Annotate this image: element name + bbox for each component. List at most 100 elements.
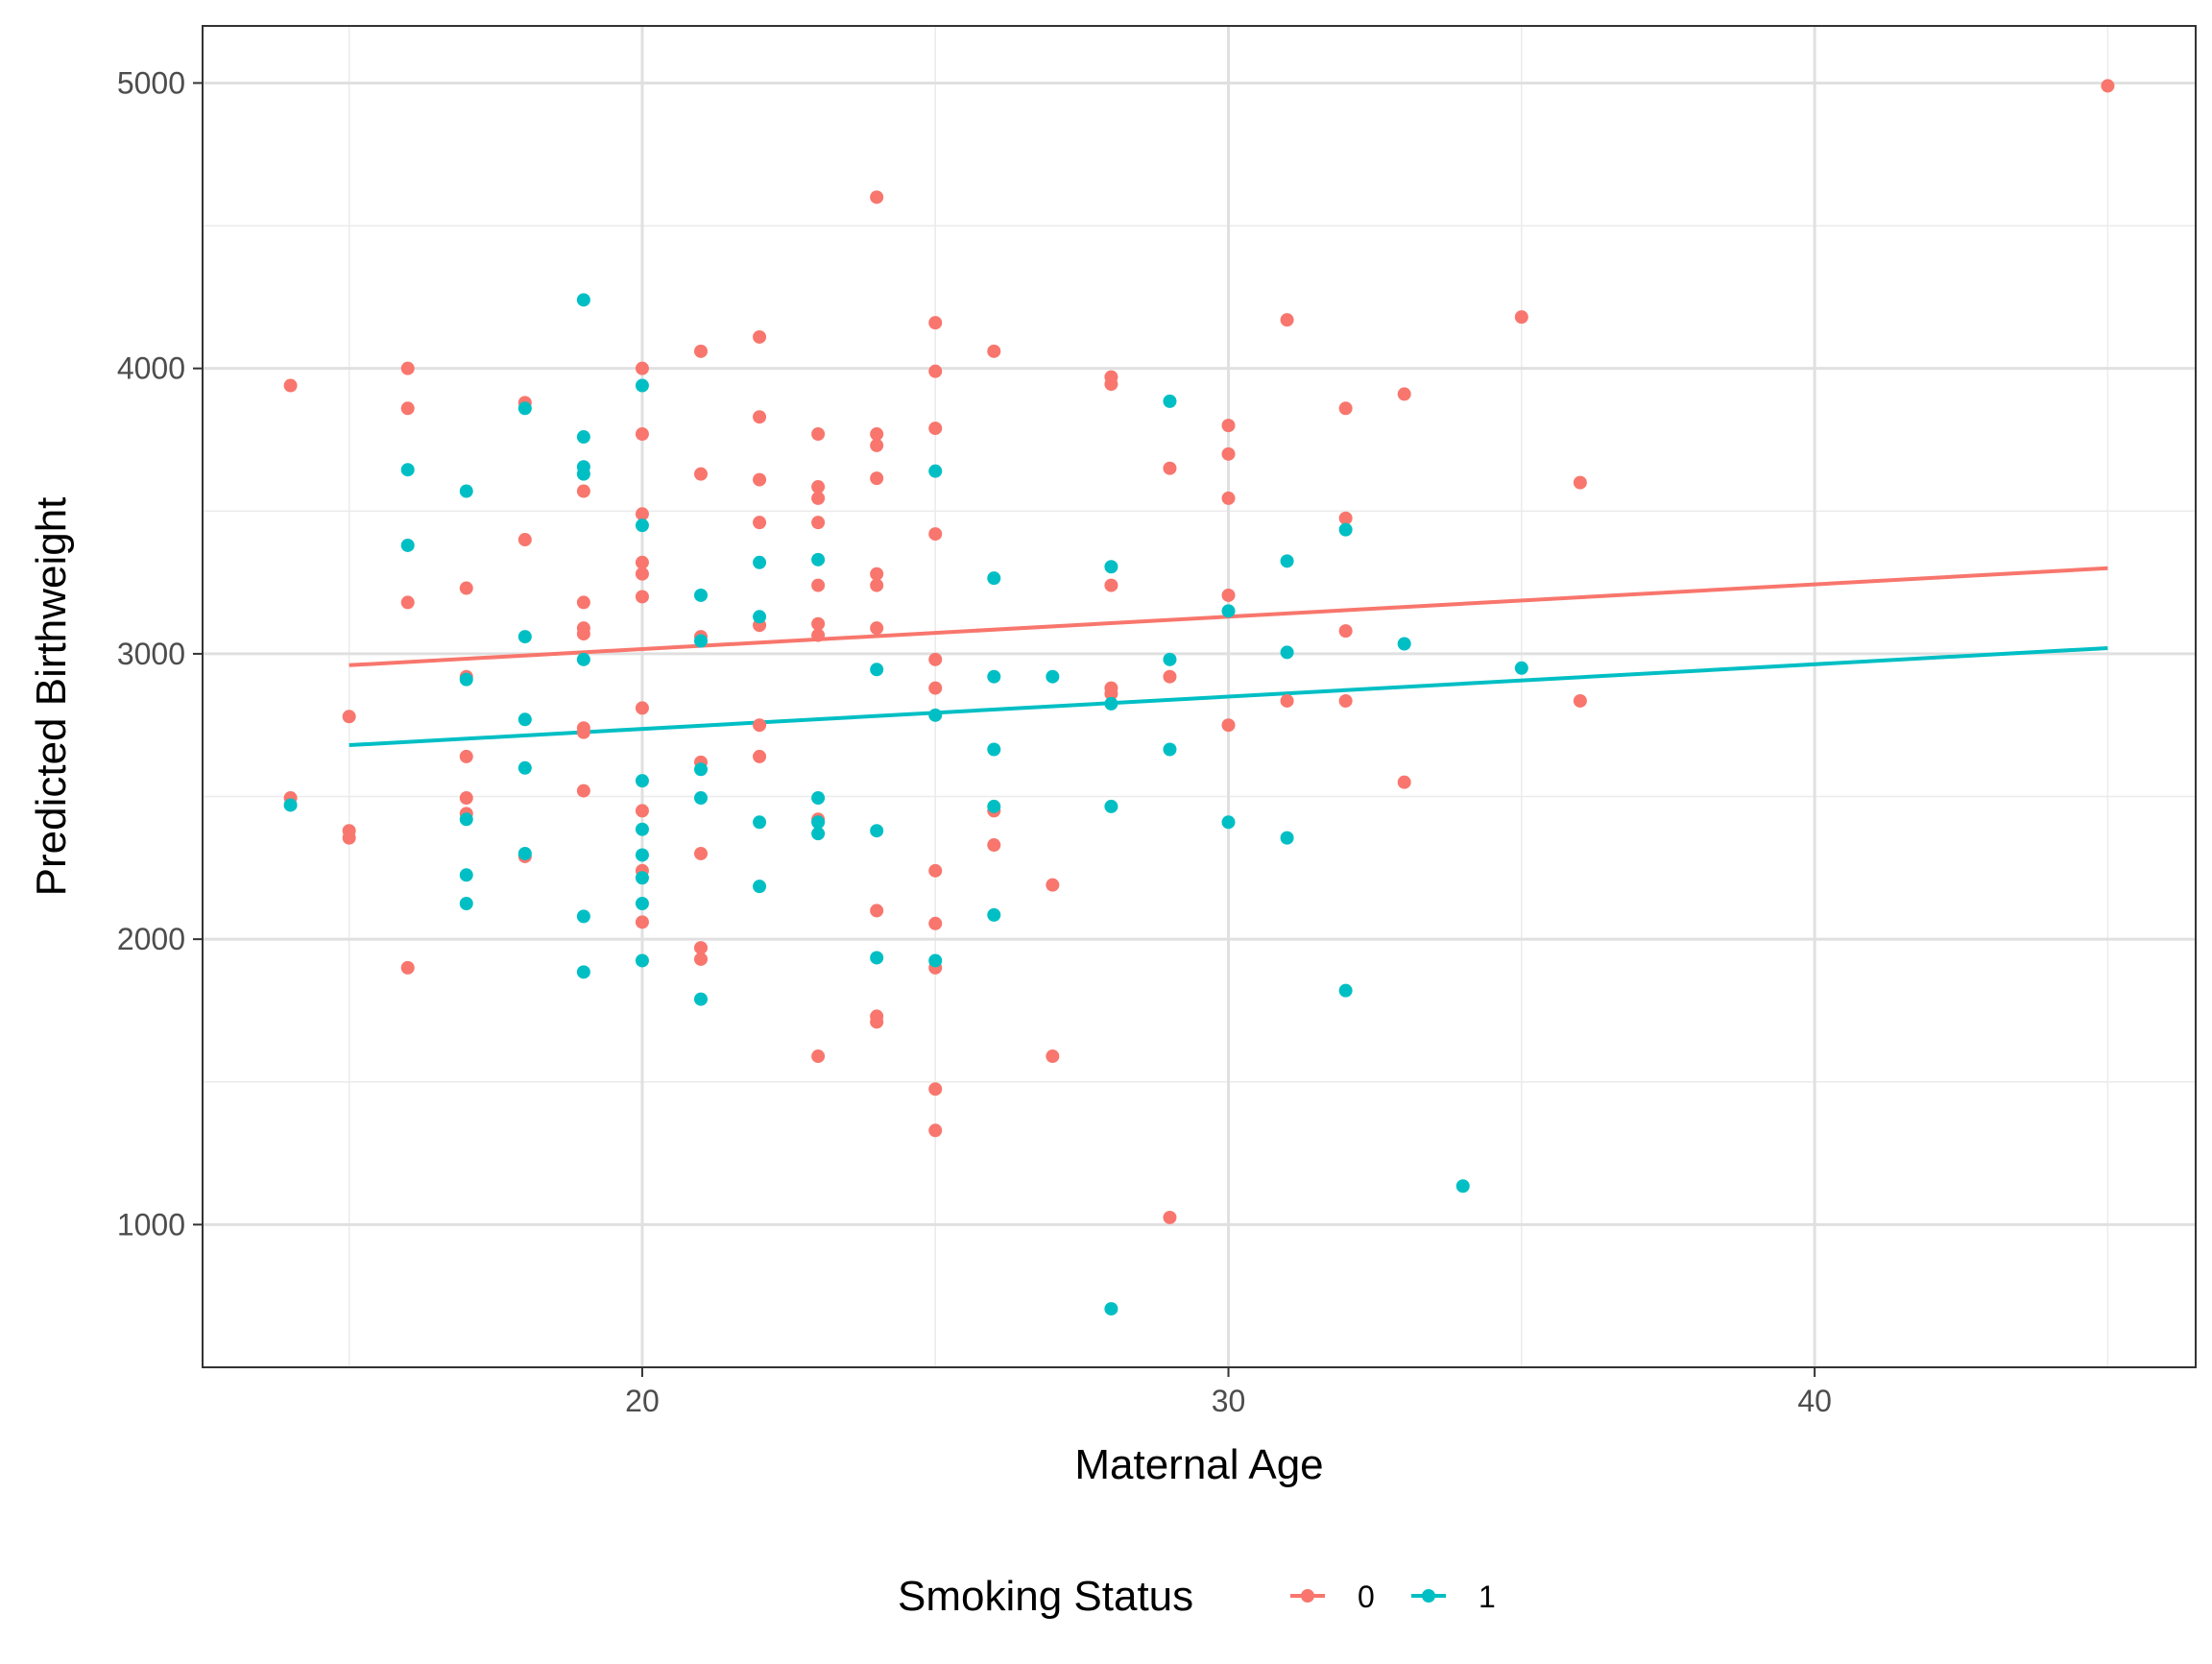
data-points <box>283 79 2115 1316</box>
data-point-series-1 <box>1338 983 1353 998</box>
data-point-series-0 <box>928 316 943 330</box>
data-point-series-0 <box>811 516 826 530</box>
data-point-series-0 <box>459 791 473 806</box>
data-point-series-1 <box>576 293 590 307</box>
data-point-series-1 <box>635 896 649 910</box>
data-point-series-0 <box>635 804 649 818</box>
data-point-series-1 <box>811 791 826 806</box>
data-point-series-1 <box>694 791 708 806</box>
data-point-series-1 <box>987 669 1001 684</box>
data-point-series-1 <box>694 634 708 648</box>
data-point-series-0 <box>928 916 943 930</box>
y-tick-label: 5000 <box>117 65 185 100</box>
data-point-series-0 <box>753 718 767 733</box>
data-point-series-0 <box>870 471 884 486</box>
legend-title: Smoking Status <box>898 1573 1193 1620</box>
data-point-series-0 <box>928 1082 943 1097</box>
data-point-series-0 <box>1104 377 1118 392</box>
data-point-series-0 <box>811 616 826 631</box>
data-point-series-0 <box>1104 687 1118 701</box>
data-point-series-0 <box>1573 693 1587 708</box>
panel-border <box>202 25 2197 1368</box>
data-point-series-1 <box>1046 669 1060 684</box>
data-point-series-0 <box>1104 578 1118 592</box>
data-point-series-0 <box>753 472 767 487</box>
data-point-series-1 <box>400 463 415 477</box>
data-point-series-0 <box>1338 511 1353 525</box>
legend-label-1: 1 <box>1479 1580 1496 1614</box>
data-point-series-1 <box>1221 815 1236 830</box>
data-point-series-1 <box>1104 1302 1118 1316</box>
data-point-series-0 <box>576 725 590 739</box>
data-point-series-1 <box>576 430 590 445</box>
data-point-series-0 <box>694 941 708 955</box>
data-point-series-0 <box>576 595 590 610</box>
y-tick-label: 2000 <box>117 922 185 956</box>
data-point-series-0 <box>576 627 590 641</box>
data-point-series-0 <box>1514 310 1528 325</box>
y-axis-ticks: 1000 2000 3000 4000 5000 <box>117 65 203 1242</box>
data-point-series-0 <box>1573 475 1587 490</box>
y-tick-label: 4000 <box>117 351 185 386</box>
data-point-series-1 <box>1163 742 1177 757</box>
data-point-series-0 <box>987 838 1001 853</box>
data-point-series-1 <box>517 712 532 727</box>
data-point-series-1 <box>1221 604 1236 618</box>
data-point-series-1 <box>870 824 884 838</box>
data-point-series-0 <box>753 329 767 344</box>
data-point-series-1 <box>517 401 532 416</box>
data-point-series-1 <box>1163 394 1177 408</box>
data-point-series-1 <box>1280 645 1294 660</box>
x-tick-label: 20 <box>625 1384 660 1418</box>
data-point-series-0 <box>1221 419 1236 433</box>
data-point-series-0 <box>400 960 415 975</box>
data-point-series-0 <box>694 467 708 481</box>
data-point-series-1 <box>1104 696 1118 711</box>
data-point-series-0 <box>459 581 473 595</box>
data-point-series-0 <box>1046 878 1060 892</box>
data-point-series-1 <box>1280 831 1294 845</box>
data-point-series-1 <box>517 630 532 644</box>
data-point-series-1 <box>459 812 473 827</box>
minor-gridlines <box>203 26 2196 1367</box>
data-point-series-0 <box>635 427 649 442</box>
data-point-series-1 <box>987 571 1001 586</box>
data-point-series-1 <box>811 815 826 830</box>
data-point-series-1 <box>635 378 649 393</box>
data-point-series-0 <box>928 527 943 542</box>
data-point-series-0 <box>635 361 649 375</box>
data-point-series-1 <box>1455 1179 1470 1194</box>
data-point-series-0 <box>928 652 943 666</box>
data-point-series-0 <box>753 516 767 530</box>
data-point-series-0 <box>400 361 415 375</box>
data-point-series-0 <box>576 484 590 498</box>
data-point-series-0 <box>1163 669 1177 684</box>
data-point-series-1 <box>283 798 298 812</box>
data-point-series-0 <box>400 401 415 416</box>
data-point-series-0 <box>694 846 708 860</box>
data-point-series-1 <box>635 518 649 533</box>
data-point-series-0 <box>1338 693 1353 708</box>
data-point-series-1 <box>928 464 943 478</box>
data-point-series-1 <box>459 868 473 882</box>
data-point-series-0 <box>1397 387 1411 401</box>
data-point-series-1 <box>1514 661 1528 675</box>
data-point-series-0 <box>576 784 590 798</box>
data-point-series-0 <box>1221 446 1236 461</box>
data-point-series-0 <box>1221 491 1236 505</box>
data-point-series-1 <box>635 774 649 788</box>
data-point-series-1 <box>694 762 708 777</box>
data-point-series-0 <box>987 344 1001 358</box>
data-point-series-0 <box>1280 313 1294 327</box>
data-point-series-0 <box>870 438 884 452</box>
data-point-series-0 <box>694 344 708 358</box>
data-point-series-1 <box>1104 560 1118 574</box>
data-point-series-1 <box>870 663 884 677</box>
data-point-series-0 <box>1163 1210 1177 1224</box>
data-point-series-0 <box>1163 461 1177 475</box>
data-point-series-1 <box>400 538 415 552</box>
